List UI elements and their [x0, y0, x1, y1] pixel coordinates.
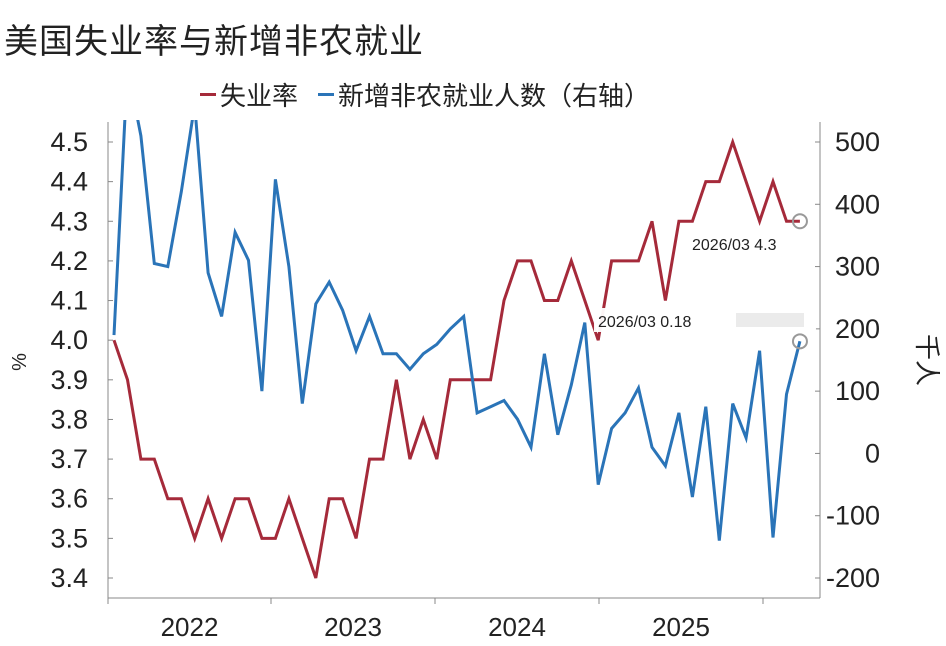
right-axis-title: 千人: [912, 334, 942, 386]
chart-legend: 失业率 新增非农就业人数（右轴）: [200, 76, 670, 113]
left-tick-label: 4.2: [50, 246, 88, 276]
annotation-bg-unemployment: [688, 230, 808, 254]
last-point-marker-unemployment: [791, 213, 808, 230]
x-tick-label: 2025: [652, 612, 710, 642]
legend-label-unemployment: 失业率: [220, 82, 299, 112]
right-tick-label: -100: [826, 501, 880, 531]
legend-item-unemployment: 失业率: [200, 76, 298, 113]
right-tick-label: 200: [835, 314, 880, 344]
chart-title: 美国失业率与新增非农就业: [4, 22, 424, 62]
right-tick-label: 500: [835, 127, 880, 157]
annotation-payrolls: 2026/03 0.18: [598, 314, 692, 331]
left-tick-label: 3.9: [50, 365, 88, 395]
left-tick-label: 3.4: [50, 563, 88, 593]
left-tick-label: 4.1: [50, 286, 88, 316]
series-line-unemployment: [112, 137, 800, 579]
x-tick-label: 2024: [488, 612, 546, 642]
right-tick-label: 400: [835, 189, 880, 219]
legend-swatch-payrolls: [318, 93, 335, 96]
series-line-payrolls: [112, 120, 802, 541]
last-point-marker-payrolls: [791, 333, 808, 350]
annotation-fade-payrolls: [736, 313, 804, 327]
left-axis-title: %: [9, 353, 31, 371]
left-tick-label: 3.8: [50, 404, 88, 434]
x-tick-label: 2023: [324, 612, 382, 642]
left-tick-label: 4.5: [50, 127, 88, 157]
right-tick-label: -200: [826, 563, 880, 593]
left-tick-label: 4.3: [50, 206, 88, 236]
left-tick-label: 4.0: [50, 325, 88, 355]
legend-swatch-unemployment: [200, 93, 216, 96]
x-tick-label: 2022: [161, 612, 219, 642]
right-tick-label: 300: [835, 252, 880, 282]
annotation-unemployment: 2026/03 4.3: [692, 237, 777, 254]
legend-label-payrolls: 新增非农就业人数（右轴）: [338, 82, 651, 112]
left-tick-label: 3.6: [50, 484, 88, 514]
left-tick-label: 3.7: [50, 444, 88, 474]
left-tick-label: 3.5: [50, 523, 88, 553]
left-tick-label: 4.4: [50, 167, 88, 197]
right-tick-label: 100: [835, 376, 880, 406]
legend-item-payrolls: 新增非农就业人数（右轴）: [318, 76, 650, 113]
right-tick-label: 0: [865, 438, 880, 468]
